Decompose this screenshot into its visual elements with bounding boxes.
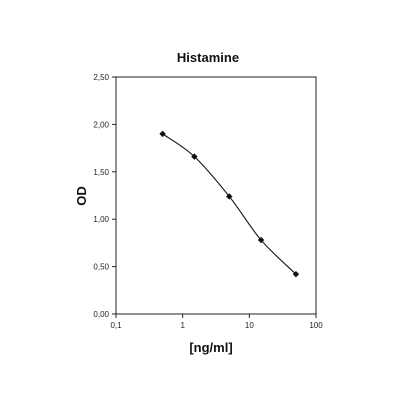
x-tick-label: 1 — [180, 321, 185, 330]
y-axis: 0,00 0,50 1,00 1,50 2,00 2,50 — [93, 73, 116, 319]
series-line — [162, 133, 297, 275]
x-tick-label: 0,1 — [110, 321, 122, 330]
y-tick-label: 0,00 — [93, 310, 109, 319]
y-tick-label: 1,50 — [93, 168, 109, 177]
x-tick-label: 100 — [309, 321, 323, 330]
y-tick-label: 0,50 — [93, 263, 109, 272]
y-tick-label: 1,00 — [93, 215, 109, 224]
data-point — [292, 270, 300, 278]
y-tick-label: 2,50 — [93, 73, 109, 82]
data-point — [191, 153, 198, 160]
x-axis: 0,1 1 10 100 — [110, 314, 323, 330]
data-point — [257, 236, 265, 244]
y-axis-label: OD — [74, 186, 89, 206]
x-tick-label: 10 — [245, 321, 254, 330]
plot-area — [115, 76, 317, 315]
series-group — [159, 130, 300, 278]
y-tick-label: 2,00 — [93, 120, 109, 129]
x-axis-label: [ng/ml] — [189, 340, 232, 355]
data-point — [159, 130, 166, 138]
data-point — [226, 193, 233, 200]
chart-title: Histamine — [177, 50, 239, 65]
